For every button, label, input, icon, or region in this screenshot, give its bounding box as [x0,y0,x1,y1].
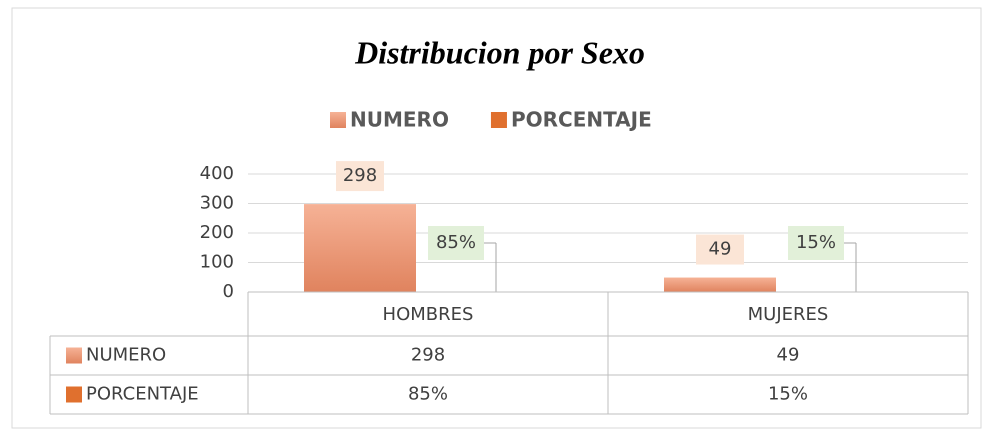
data-label-bg [336,161,384,192]
table-header: HOMBRES [383,304,474,325]
y-tick-label: 0 [223,281,234,302]
table-header: MUJERES [748,304,829,325]
table-cell: 298 [411,345,445,366]
y-tick-label: 300 [200,193,234,214]
table-cell: 85% [408,384,448,405]
chart-frame [11,7,982,429]
bar [304,204,416,292]
data-label: 298 [343,165,377,186]
legend-swatch [490,112,507,128]
legend-swatch [330,112,346,128]
table-cell: 15% [768,384,808,405]
data-label: 85% [436,232,476,253]
data-label: 49 [709,239,732,260]
y-tick-label: 100 [200,252,234,273]
legend-label: NUMERO [350,108,449,132]
data-label: 15% [796,232,836,253]
y-tick-label: 200 [200,222,234,243]
data-label-bg [696,234,744,265]
chart-title: Distribucion por Sexo [354,34,645,70]
table-cell: 49 [777,345,800,366]
table-row-label: NUMERO [86,345,166,366]
data-label-bg [428,226,484,260]
legend-label: PORCENTAJE [511,108,652,132]
legend-swatch [66,347,82,364]
legend-swatch [66,386,82,403]
table-row-label: PORCENTAJE [86,384,199,405]
data-label-bg [788,226,844,260]
y-tick-label: 400 [200,163,234,184]
bar [664,277,776,292]
